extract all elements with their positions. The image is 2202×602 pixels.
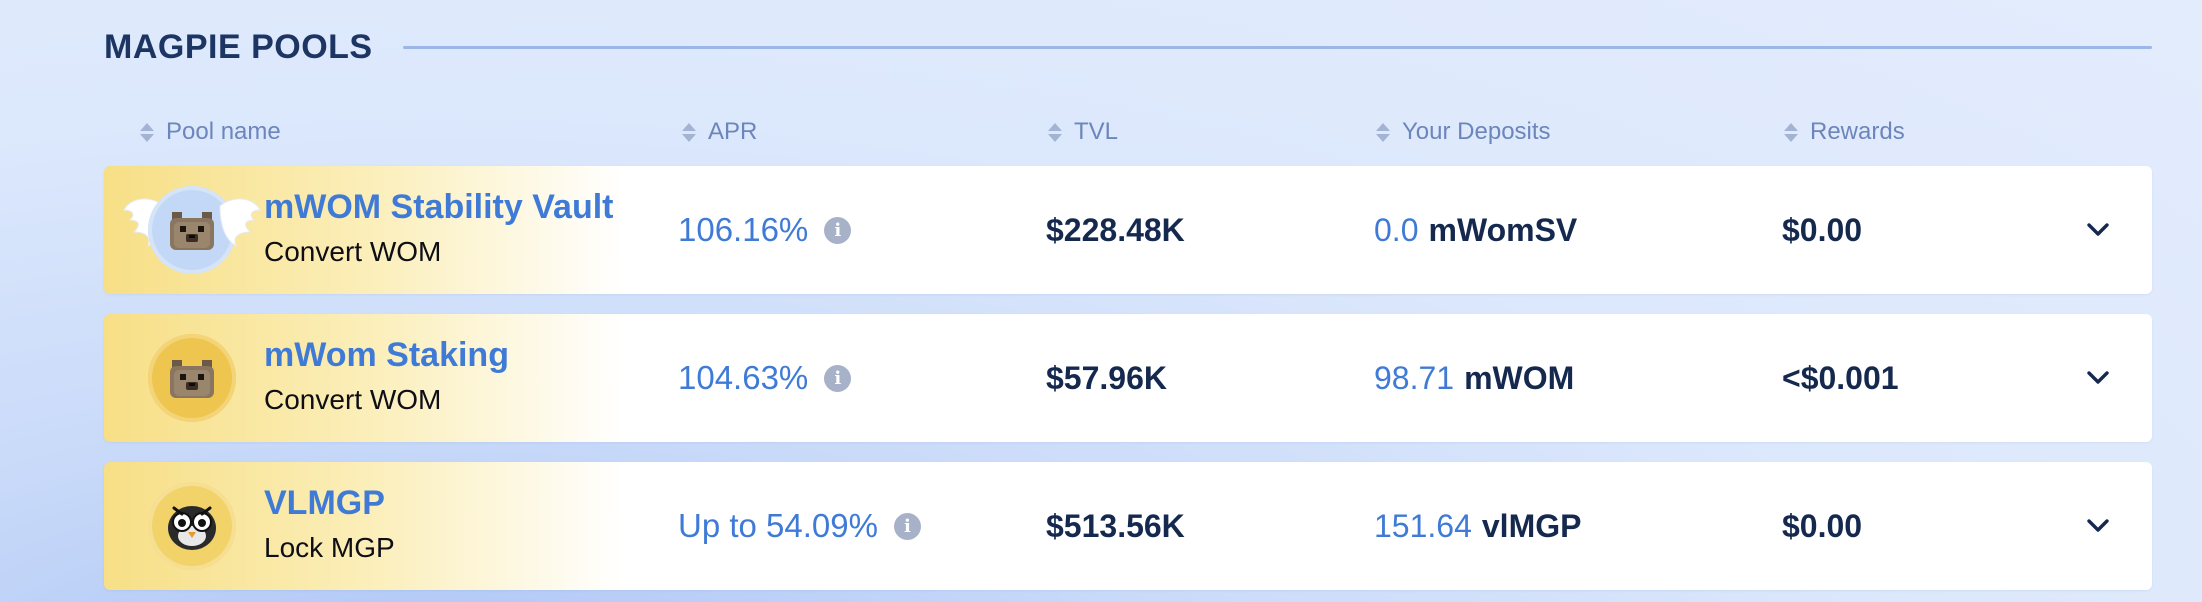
pool-name[interactable]: mWOM Stability Vault <box>264 188 614 226</box>
rewards-value: $0.00 <box>1782 211 1863 248</box>
column-header-tvl[interactable]: TVL <box>1048 114 1118 150</box>
deposit-value: 0.0 mWomSV <box>1374 166 1577 294</box>
sort-icon <box>682 120 698 144</box>
column-header-apr[interactable]: APR <box>682 114 757 150</box>
chevron-down-icon[interactable] <box>2082 362 2114 394</box>
section-divider <box>402 45 2152 49</box>
info-icon[interactable]: i <box>824 364 852 392</box>
deposit-amount: 151.64 <box>1374 507 1472 544</box>
sort-icon <box>1784 120 1800 144</box>
pool-row-mwom-staking[interactable]: mWom Staking Convert WOM 104.63% i $57.9… <box>104 314 2152 442</box>
sort-icon <box>140 120 156 144</box>
deposit-token: mWomSV <box>1428 211 1578 248</box>
chevron-down-icon[interactable] <box>2082 510 2114 542</box>
apr-value: 104.63% i <box>678 314 852 442</box>
wombat-icon <box>148 334 236 422</box>
deposit-value: 151.64 vlMGP <box>1374 462 1581 590</box>
wing-icon <box>219 198 261 248</box>
section-header: MAGPIE POOLS <box>104 26 2152 68</box>
column-header-label: TVL <box>1074 118 1119 145</box>
pool-row-vlmgp[interactable]: VLMGP Lock MGP Up to 54.09% i $513.56K 1… <box>104 462 2152 590</box>
chevron-down-icon[interactable] <box>2082 214 2114 246</box>
magpie-icon <box>148 482 236 570</box>
apr-value: Up to 54.09% i <box>678 462 921 590</box>
deposit-token: mWOM <box>1464 359 1575 396</box>
apr-text: 106.16% <box>678 211 809 248</box>
pool-name[interactable]: mWom Staking <box>264 336 509 374</box>
column-header-label: Your Deposits <box>1402 118 1551 145</box>
deposit-value: 98.71 mWOM <box>1374 314 1574 442</box>
column-header-pool-name[interactable]: Pool name <box>140 114 281 150</box>
tvl-value: $57.96K <box>1046 359 1167 396</box>
winged-wombat-icon <box>123 186 261 274</box>
rewards-value: <$0.001 <box>1782 359 1899 396</box>
pool-name[interactable]: VLMGP <box>264 484 385 522</box>
deposit-amount: 0.0 <box>1374 211 1419 248</box>
column-header-label: Rewards <box>1810 118 1905 145</box>
info-icon[interactable]: i <box>824 216 852 244</box>
table-header: Pool name APR TVL Your Deposits Rewards <box>104 114 2152 150</box>
rewards-value: $0.00 <box>1782 507 1863 544</box>
pool-subtitle: Lock MGP <box>264 532 395 563</box>
column-header-label: Pool name <box>166 118 281 145</box>
sort-icon <box>1376 120 1392 144</box>
apr-text: Up to 54.09% <box>678 507 878 544</box>
column-header-deposits[interactable]: Your Deposits <box>1376 114 1551 150</box>
deposit-token: vlMGP <box>1481 507 1582 544</box>
tvl-value: $228.48K <box>1046 211 1185 248</box>
pool-row-mwom-stability-vault[interactable]: mWOM Stability Vault Convert WOM 106.16%… <box>104 166 2152 294</box>
info-icon[interactable]: i <box>893 512 921 540</box>
column-header-label: APR <box>708 118 758 145</box>
tvl-value: $513.56K <box>1046 507 1185 544</box>
deposit-amount: 98.71 <box>1374 359 1455 396</box>
apr-text: 104.63% <box>678 359 809 396</box>
pool-subtitle: Convert WOM <box>264 236 442 267</box>
column-header-rewards[interactable]: Rewards <box>1784 114 1905 150</box>
pool-subtitle: Convert WOM <box>264 384 442 415</box>
apr-value: 106.16% i <box>678 166 852 294</box>
sort-icon <box>1048 120 1064 144</box>
section-title: MAGPIE POOLS <box>104 27 373 66</box>
